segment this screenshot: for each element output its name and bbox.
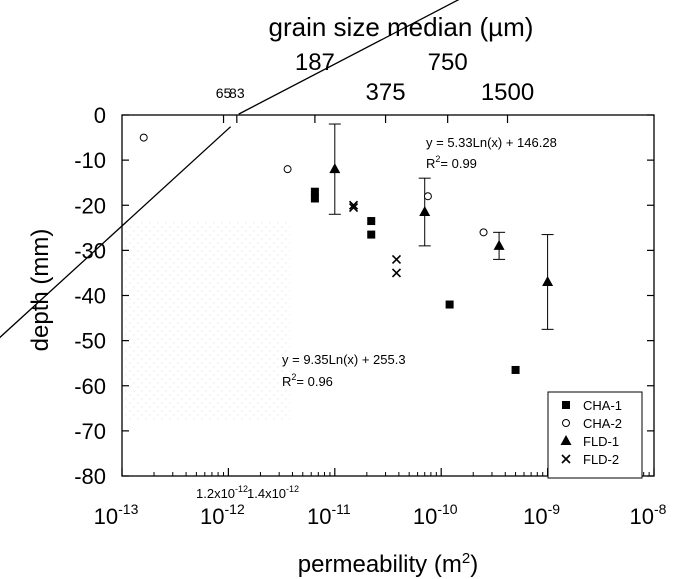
legend-label-cha-2: CHA-2 <box>583 416 622 431</box>
point-fld-2 <box>348 202 359 213</box>
point-fld-2 <box>391 254 402 264</box>
legend-label-fld-1: FLD-1 <box>583 434 619 449</box>
x-tick-exp: -11 <box>331 501 350 517</box>
point-cha-1 <box>445 300 454 309</box>
stipple-region <box>122 220 290 420</box>
x-tick-base: 10 <box>523 504 547 529</box>
x-tick-label: 10-11 <box>307 501 351 529</box>
point-fld-2 <box>391 268 402 278</box>
x-tick-label: 10-13 <box>94 501 139 529</box>
point-cha-1 <box>367 217 376 226</box>
fit-line <box>0 126 232 339</box>
fit-2-equation: y = 9.35Ln(x) + 255.3 <box>282 352 406 367</box>
point-fld-1 <box>542 275 554 286</box>
y-tick-label: -20 <box>74 193 106 218</box>
top-tick-label: 375 <box>366 79 406 106</box>
y-tick-label: -70 <box>74 419 106 444</box>
x-tick-exp: -12 <box>225 501 245 517</box>
y-tick-label: -10 <box>74 148 106 173</box>
x-tick-label: 10-10 <box>413 501 458 529</box>
legend-icon-cha-1 <box>562 401 570 409</box>
y-axis-title: depth (mm) <box>27 229 54 352</box>
legend-icon-cha-2 <box>562 419 570 427</box>
x-tick-base: 10 <box>200 504 224 529</box>
point-fld-1 <box>329 163 341 174</box>
y-tick-label: 0 <box>94 103 106 128</box>
legend-label-cha-1: CHA-1 <box>583 398 622 413</box>
top-tick-label: 65 <box>216 85 232 101</box>
x-axis-title-close: ) <box>470 551 478 578</box>
annotation-1-2e-12: 1.2x10-12 <box>196 484 248 501</box>
point-cha-2 <box>479 228 488 237</box>
error-bars <box>328 123 554 330</box>
legend-icon-fld-2 <box>561 454 571 464</box>
x-tick-exp: -9 <box>548 501 561 517</box>
x-tick-base: 10 <box>94 504 118 529</box>
x-axis-title: permeability (m2) <box>298 550 478 578</box>
y-tick-label: -30 <box>74 238 106 263</box>
y-tick-label: -60 <box>74 374 106 399</box>
annotation-1-4e-12: 1.4x10-12 <box>247 484 299 501</box>
x-ticks: 10-13 10-12 10-11 10-10 10-9 10-8 <box>94 468 667 529</box>
top-axis-title: grain size median (µm) <box>269 12 534 42</box>
top-tick-label: 750 <box>428 49 468 76</box>
y-tick-label: -50 <box>74 329 106 354</box>
top-tick-label: 1500 <box>481 79 534 106</box>
x-tick-label: 10-9 <box>523 501 560 529</box>
legend-icons <box>560 401 572 464</box>
y-ticks: 0 -10 -20 -30 -40 -50 -60 -70 -80 <box>74 103 654 489</box>
x-tick-exp: -8 <box>654 501 667 517</box>
x-tick-label: 10-8 <box>630 501 667 529</box>
x-tick-base: 10 <box>413 504 437 529</box>
point-cha-1 <box>310 194 319 203</box>
top-tick-label: 83 <box>229 85 245 101</box>
fit-line <box>238 0 460 115</box>
x-tick-base: 10 <box>630 504 654 529</box>
y-tick-label: -80 <box>74 464 106 489</box>
legend-icon-fld-1 <box>560 435 572 445</box>
data-points <box>139 133 554 374</box>
x-axis-title-main: permeability (m <box>298 551 462 578</box>
legend: CHA-1 CHA-2 FLD-1 FLD-2 <box>547 391 643 479</box>
fit-2-r2: R2= 0.96 <box>282 372 333 389</box>
point-cha-1 <box>310 187 319 196</box>
fit-1-equation: y = 5.33Ln(x) + 146.28 <box>426 135 557 150</box>
x-tick-base: 10 <box>307 504 331 529</box>
point-cha-1 <box>367 230 376 239</box>
legend-label-fld-2: FLD-2 <box>583 452 619 467</box>
top-tick-label: 187 <box>295 49 335 76</box>
point-fld-1 <box>419 206 431 217</box>
point-cha-2 <box>139 133 148 142</box>
x-tick-exp: -10 <box>437 501 457 517</box>
x-tick-exp: -13 <box>118 501 138 517</box>
point-cha-2 <box>423 192 432 201</box>
y-tick-label: -40 <box>74 284 106 309</box>
legend-box <box>547 391 643 479</box>
x-tick-label: 10-12 <box>200 501 245 529</box>
point-cha-1 <box>511 365 520 374</box>
fit-lines <box>0 0 460 339</box>
fit-1-r2: R2= 0.99 <box>426 154 477 171</box>
point-fld-2 <box>348 200 359 210</box>
x-axis-title-sup: 2 <box>462 550 470 567</box>
point-fld-1 <box>493 239 505 250</box>
point-cha-2 <box>283 165 292 174</box>
